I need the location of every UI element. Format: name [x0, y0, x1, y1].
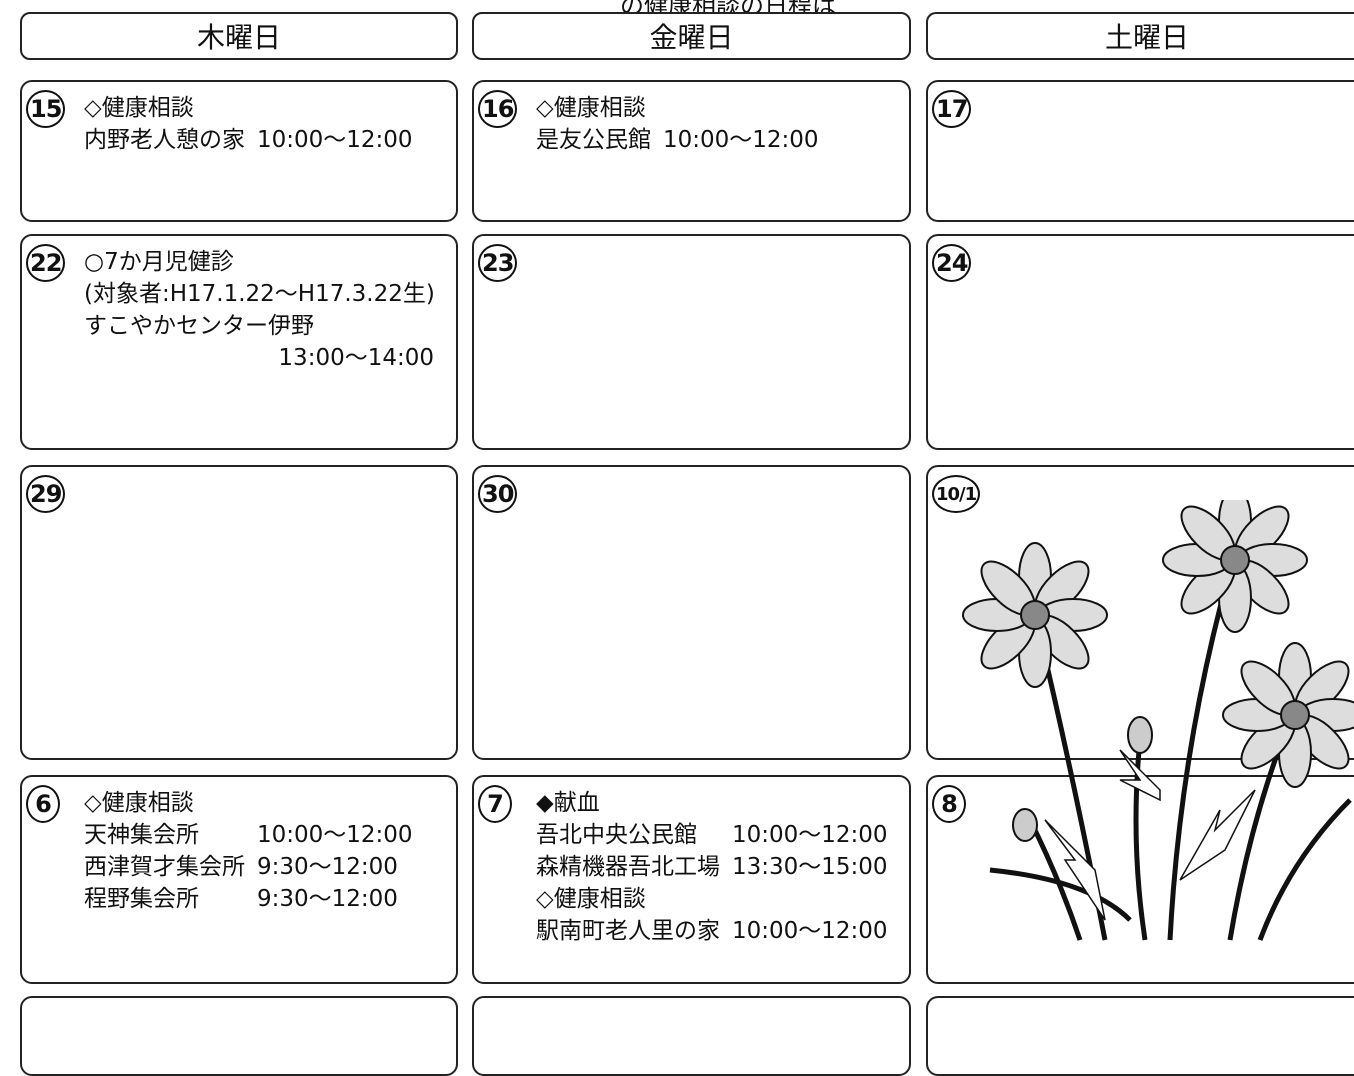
cosmos-illustration	[962, 500, 1354, 941]
date-badge: 30	[478, 475, 518, 513]
time: 9:30〜12:00	[257, 854, 398, 880]
event-row: 駅南町老人里の家 10:00〜12:00	[536, 915, 888, 947]
place: 西津賀才集会所	[84, 854, 245, 880]
day-cell: 29	[20, 465, 458, 760]
date-badge: 6	[26, 785, 60, 823]
time: 10:00〜12:00	[732, 822, 888, 848]
date-badge: 7	[478, 785, 512, 823]
event-list: ◇健康相談内野老人憩の家 10:00〜12:00	[84, 92, 413, 156]
event-list: ○7か月児健診 (対象者:H17.1.22〜H17.3.22生) すこやかセンター伊…	[84, 246, 435, 374]
day-cell	[472, 996, 911, 1076]
event-list: ◇健康相談 天神集会所 10:00〜12:00 西津賀才集会所 9:30〜12:00 程野…	[84, 787, 413, 915]
event-line: ◆献血	[536, 790, 600, 816]
event-row: 森精機器吾北工場 13:30〜15:00	[536, 851, 888, 883]
date-badge: 24	[932, 244, 972, 282]
time: 10:00〜12:00	[663, 127, 819, 153]
event-row: 内野老人憩の家 10:00〜12:00	[84, 124, 413, 156]
time: 9:30〜12:00	[257, 886, 398, 912]
event-list: ◇健康相談是友公民館 10:00〜12:00	[536, 92, 819, 156]
place: 内野老人憩の家	[84, 127, 245, 153]
day-cell: 16 ◇健康相談是友公民館 10:00〜12:00	[472, 80, 911, 222]
weekday-header: 土曜日	[926, 12, 1354, 60]
event-row: 是友公民館 10:00〜12:00	[536, 124, 819, 156]
place: 森精機器吾北工場	[536, 854, 720, 880]
date-badge: 15	[26, 90, 66, 128]
event-line: ◇健康相談	[536, 886, 646, 912]
event-line: すこやかセンター伊野	[84, 313, 314, 339]
day-cell: 6 ◇健康相談 天神集会所 10:00〜12:00 西津賀才集会所 9:30〜12:00 程…	[20, 775, 458, 984]
event-line: (対象者:H17.1.22〜H17.3.22生)	[84, 281, 435, 307]
time: 13:30〜15:00	[732, 854, 888, 880]
time: 10:00〜12:00	[257, 127, 413, 153]
time: 10:00〜12:00	[257, 822, 413, 848]
event-row: 吾北中央公民館 10:00〜12:00	[536, 819, 888, 851]
event-row: 西津賀才集会所 9:30〜12:00	[84, 851, 413, 883]
place: 駅南町老人里の家	[536, 918, 720, 944]
event-line: ◇健康相談	[536, 95, 646, 121]
event-line: ◇健康相談	[84, 790, 194, 816]
date-badge: 8	[932, 785, 966, 823]
day-cell: 22 ○7か月児健診 (対象者:H17.1.22〜H17.3.22生) すこやかセンタ…	[20, 234, 458, 450]
date-badge: 29	[26, 475, 66, 513]
place: 天神集会所	[84, 822, 199, 848]
event-line: ○7か月児健診	[84, 249, 234, 275]
day-cell: 17	[926, 80, 1354, 222]
day-cell: 24	[926, 234, 1354, 450]
event-row: 程野集会所 9:30〜12:00	[84, 883, 413, 915]
day-cell	[926, 996, 1354, 1076]
place: 是友公民館	[536, 127, 651, 153]
time: 13:00〜14:00	[278, 345, 434, 371]
date-badge: 22	[26, 244, 66, 282]
place: 吾北中央公民館	[536, 822, 697, 848]
day-cell: 23	[472, 234, 911, 450]
event-row: 天神集会所 10:00〜12:00	[84, 819, 413, 851]
event-list: ◆献血吾北中央公民館 10:00〜12:00 森精機器吾北工場 13:30〜15:00…	[536, 787, 888, 947]
date-badge: 23	[478, 244, 518, 282]
weekday-header: 木曜日	[20, 12, 458, 60]
date-badge: 17	[932, 90, 972, 128]
event-row: 13:00〜14:00	[84, 342, 434, 374]
place: 程野集会所	[84, 886, 199, 912]
date-badge: 10/1	[932, 475, 981, 513]
day-cell: 7 ◆献血吾北中央公民館 10:00〜12:00 森精機器吾北工場 13:30〜15:0…	[472, 775, 911, 984]
event-line: ◇健康相談	[84, 95, 194, 121]
time: 10:00〜12:00	[732, 918, 888, 944]
day-cell: 15 ◇健康相談内野老人憩の家 10:00〜12:00	[20, 80, 458, 222]
day-cell: 30	[472, 465, 911, 760]
day-cell	[20, 996, 458, 1076]
weekday-header: 金曜日	[472, 12, 911, 60]
date-badge: 16	[478, 90, 518, 128]
